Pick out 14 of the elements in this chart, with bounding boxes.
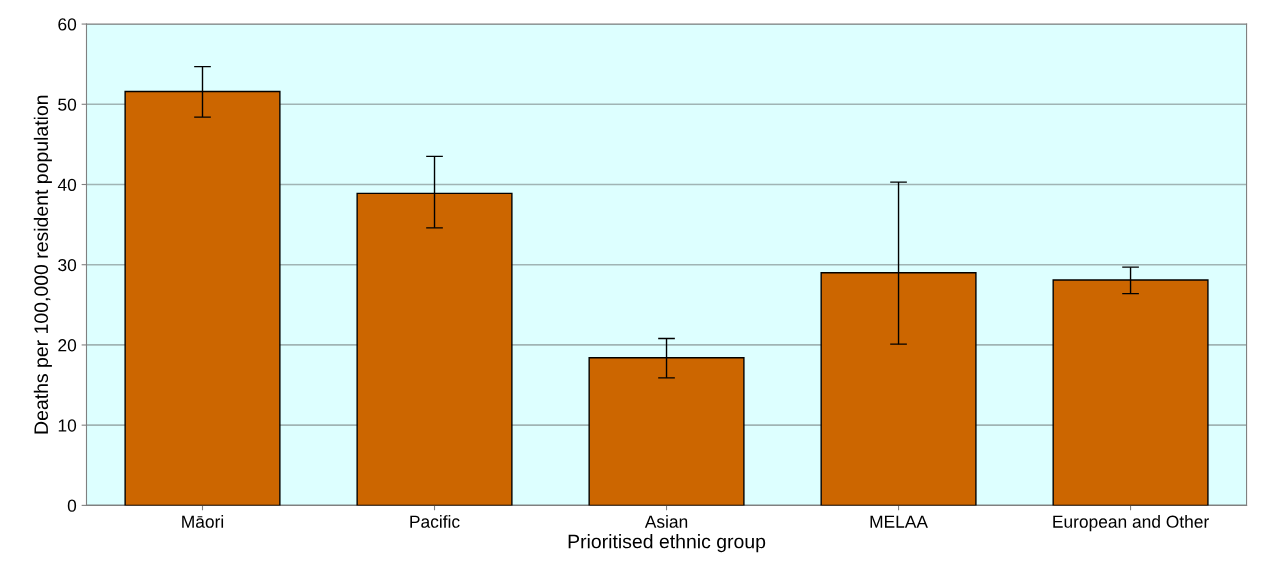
y-tick-label: 50 [58,98,77,111]
x-tick-label: European and Other [1053,515,1209,532]
y-tick-label: 20 [58,339,77,352]
y-tick-label: 40 [57,178,77,191]
x-tick-label: Māori [182,515,224,528]
y-tick-label: 60 [58,18,77,31]
y-tick-label: 0 [67,499,77,512]
x-axis-title: Prioritised ethnic group [568,534,766,553]
x-tick-label: Pacific [410,515,460,528]
x-tick-label: Asian [644,515,688,528]
y-tick-label: 30 [58,258,77,272]
x-tick-label: MELAA [870,515,928,528]
y-tick-label: 10 [58,419,77,432]
y-axis-title: Deaths per 100,000 resident population [33,95,52,434]
